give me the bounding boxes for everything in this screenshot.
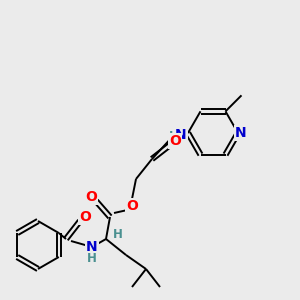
Text: O: O — [169, 134, 181, 148]
Text: O: O — [85, 190, 97, 204]
Text: H: H — [169, 130, 179, 143]
Text: N: N — [235, 126, 247, 140]
Text: O: O — [79, 210, 91, 224]
Text: N: N — [86, 240, 98, 254]
Text: H: H — [113, 229, 123, 242]
Text: N: N — [175, 128, 187, 142]
Text: H: H — [87, 253, 97, 266]
Text: O: O — [126, 199, 138, 213]
